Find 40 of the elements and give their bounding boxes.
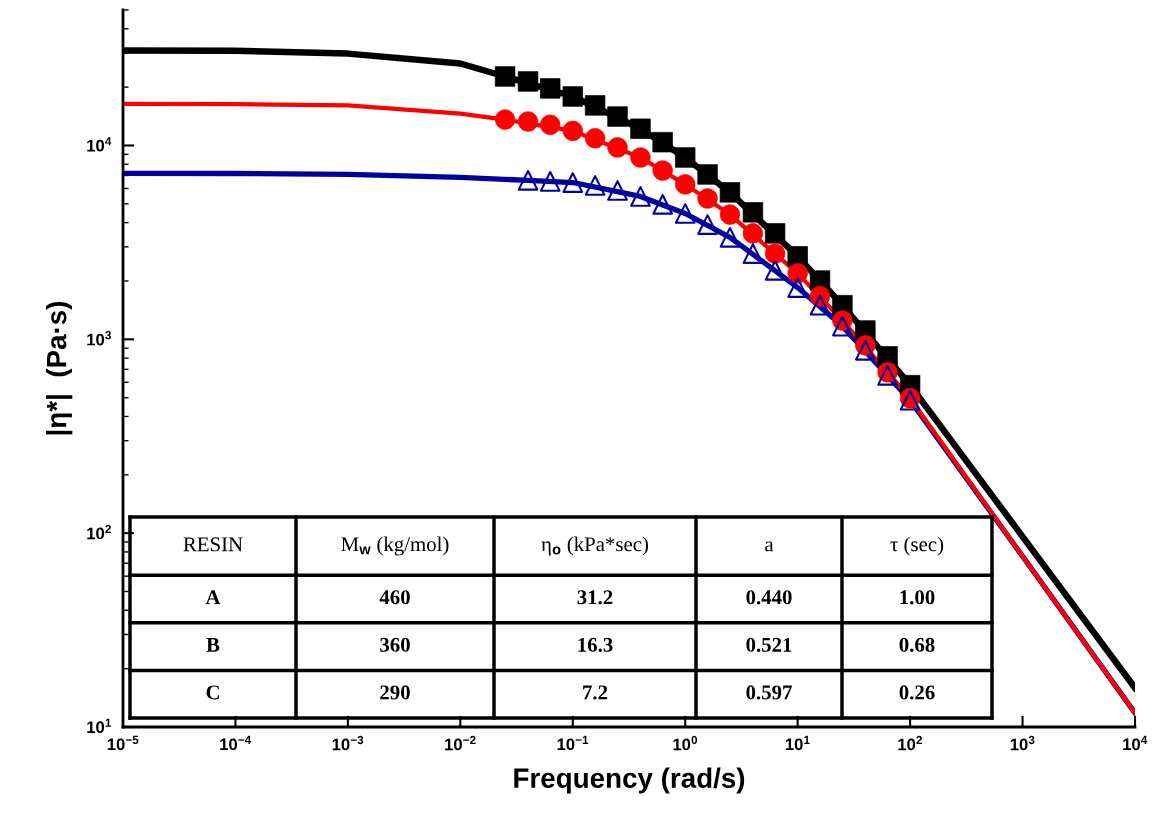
y-tick-label: 10$^{2}$ <box>87 524 111 540</box>
x-tick-label: 10$^{−3}$ <box>332 735 364 751</box>
annotation: 1.00 <box>900 590 935 605</box>
x-tick-label: 10$^{1}$ <box>785 735 810 751</box>
annotation: 0.521 <box>746 637 792 652</box>
annotation: η$_{o}$ (kPa*sec) <box>541 536 649 556</box>
annotation: 0.68 <box>899 637 935 652</box>
x-tick-label: 10$^{4}$ <box>1123 735 1148 751</box>
annotation: C <box>206 685 219 700</box>
annotation: 360 <box>380 637 410 652</box>
x-tick-label: 10$^{−5}$ <box>107 735 139 751</box>
annotation: B <box>206 638 220 652</box>
annotation: 0.26 <box>899 685 935 700</box>
annotation: 290 <box>380 685 410 700</box>
point <box>742 223 764 244</box>
x-tick-label: 10$^{0}$ <box>673 735 698 751</box>
x-axis-title: Frequency (rad/s) <box>514 767 745 794</box>
annotation: 16.3 <box>578 637 613 652</box>
annotation: 460 <box>379 590 410 605</box>
annotation: a <box>765 541 774 552</box>
annotation: τ (sec) <box>890 536 944 556</box>
annotation: 7.2 <box>583 685 608 700</box>
annotation: 31.2 <box>577 590 613 605</box>
y-axis-title: |η*| (Pa·s) <box>46 301 73 435</box>
point <box>584 128 606 149</box>
x-tick-label: 10$^{3}$ <box>1010 735 1035 751</box>
point <box>719 204 741 225</box>
y-tick-label: 10$^{4}$ <box>87 137 112 152</box>
x-tick-label: 10$^{−2}$ <box>445 735 476 751</box>
x-tick-label: 10$^{−4}$ <box>220 735 252 751</box>
y-tick-label: 10$^{1}$ <box>87 718 112 734</box>
y-tick-label: 10$^{3}$ <box>87 331 111 346</box>
annotation: M$_{w}$ (kg/mol) <box>341 536 449 556</box>
annotation: RESIN <box>183 537 243 552</box>
point <box>675 174 696 195</box>
x-tick-label: 10$^{−1}$ <box>557 735 589 751</box>
annotation: 0.597 <box>746 685 792 700</box>
x-tick-label: 10$^{2}$ <box>898 735 922 751</box>
annotation: A <box>205 590 221 605</box>
annotation: 0.440 <box>746 590 792 605</box>
